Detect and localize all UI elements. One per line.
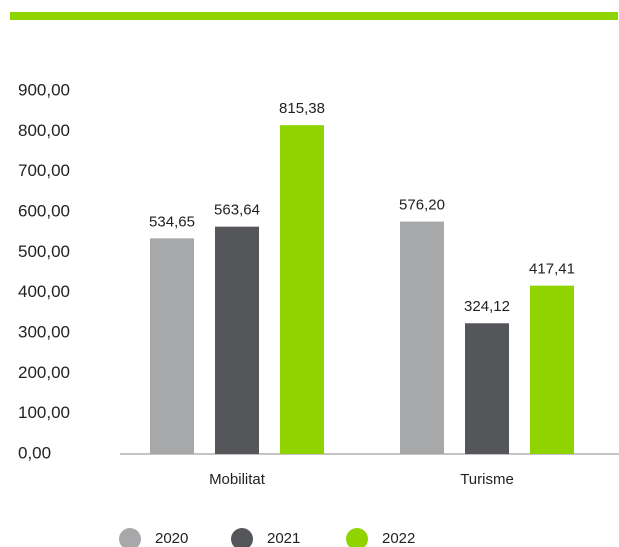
data-label: 563,64 (214, 202, 260, 219)
y-tick-label: 100,00 (18, 403, 70, 422)
bar (530, 285, 574, 454)
data-label: 815,38 (279, 100, 325, 117)
header-bar (10, 12, 618, 20)
y-tick-label: 500,00 (18, 242, 70, 261)
bar (280, 125, 324, 454)
legend-swatch (119, 528, 141, 547)
bar (465, 323, 509, 454)
y-tick-label: 400,00 (18, 282, 70, 301)
x-tick-label: Mobilitat (209, 471, 266, 488)
legend-label: 2021 (267, 530, 300, 547)
bar (215, 226, 259, 454)
y-tick-label: 600,00 (18, 201, 70, 220)
legend-swatch (231, 528, 253, 547)
data-label: 576,20 (399, 197, 445, 214)
legend-label: 2022 (382, 530, 415, 547)
y-tick-label: 800,00 (18, 121, 70, 140)
x-tick-label: Turisme (460, 471, 514, 488)
y-tick-label: 300,00 (18, 322, 70, 341)
bar (150, 238, 194, 454)
legend-label: 2020 (155, 530, 188, 547)
y-tick-label: 0,00 (18, 443, 51, 462)
data-label: 324,12 (464, 298, 510, 315)
y-tick-label: 200,00 (18, 363, 70, 382)
data-label: 534,65 (149, 213, 195, 230)
legend-swatch (346, 528, 368, 547)
bar (400, 221, 444, 454)
data-label: 417,41 (529, 261, 575, 278)
y-tick-label: 700,00 (18, 161, 70, 180)
y-tick-label: 900,00 (18, 80, 70, 99)
